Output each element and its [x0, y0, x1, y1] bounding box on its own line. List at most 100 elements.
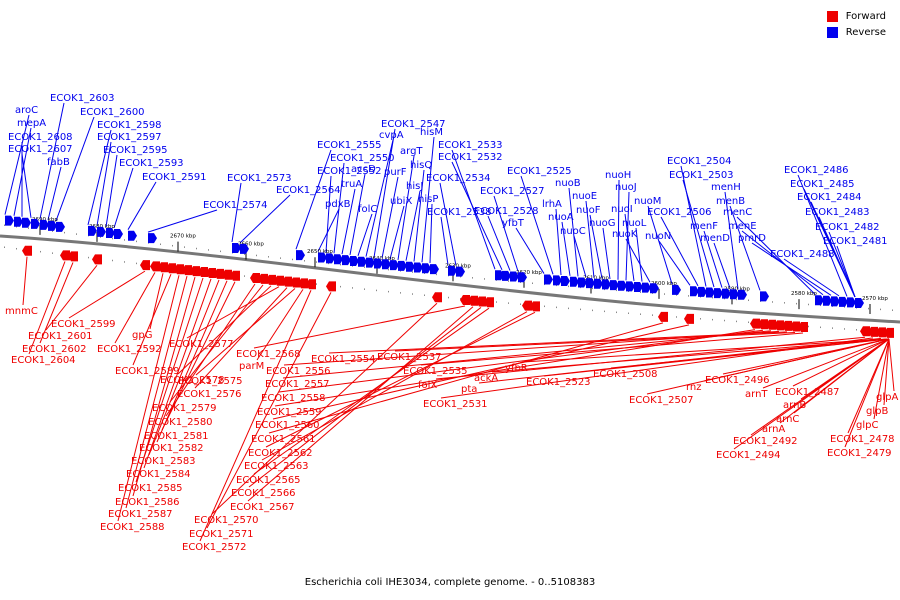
forward-leader-line	[491, 338, 890, 373]
minor-tick	[616, 311, 617, 314]
reverse-leader-line	[703, 230, 723, 288]
forward-gene-label: yfbR	[505, 363, 528, 374]
reverse-gene-label: ubiX	[390, 196, 412, 207]
minor-tick	[640, 291, 641, 293]
reverse-leader-line	[325, 175, 332, 253]
reverse-gene-label: ECOK1_2481	[823, 236, 888, 247]
reverse-gene-label: ECOK1_2532	[438, 152, 503, 163]
minor-tick	[508, 280, 509, 282]
reverse-gene-label: ECOK1_2593	[119, 158, 184, 169]
reverse-gene-label: fabB	[47, 157, 70, 168]
reverse-gene-label: hisP	[418, 194, 438, 205]
reverse-leader-line	[113, 167, 134, 229]
forward-gene-label: glpC	[856, 420, 878, 431]
reverse-gene-label: menD	[700, 233, 730, 244]
reverse-gene-label: nuoL	[622, 218, 647, 229]
forward-gene-arrow	[298, 278, 308, 289]
reverse-gene-arrow	[518, 272, 527, 283]
minor-tick	[448, 296, 449, 299]
forward-gene-arrow	[658, 311, 668, 322]
minor-tick	[772, 301, 773, 303]
legend-forward: Forward	[826, 8, 886, 24]
forward-gene-arrow	[766, 319, 776, 330]
reverse-leader-line	[105, 154, 118, 228]
reverse-leader-line	[682, 179, 715, 288]
reverse-leader-line	[373, 128, 396, 258]
forward-gene-arrow	[230, 270, 240, 281]
forward-gene-label: ECOK1_2587	[108, 509, 173, 520]
reverse-gene-arrow	[148, 233, 157, 244]
minor-tick	[316, 283, 317, 285]
forward-gene-arrow	[158, 262, 168, 273]
minor-tick	[880, 308, 881, 311]
forward-gene-label: folX	[418, 380, 437, 391]
minor-tick	[748, 321, 749, 324]
minor-tick	[736, 320, 737, 323]
scale-tick-label: 2580 kbp	[791, 291, 817, 297]
minor-tick	[100, 236, 101, 238]
forward-leader-line	[883, 338, 890, 406]
forward-gene-label: ECOK1_2496	[705, 375, 770, 386]
forward-leader-line	[420, 332, 804, 366]
forward-gene-arrow	[250, 273, 260, 284]
minor-tick	[124, 239, 125, 241]
reverse-gene-arrow	[326, 253, 335, 264]
forward-leader-line	[722, 338, 890, 375]
reverse-leader-line	[39, 102, 65, 220]
minor-tick	[808, 325, 809, 328]
reverse-gene-arrow	[847, 297, 856, 308]
minor-tick	[88, 256, 89, 259]
reverse-leader-line	[585, 200, 595, 278]
forward-gene-arrow	[214, 268, 224, 279]
forward-gene-arrow	[790, 321, 800, 332]
reverse-gene-label: ECOK1_2591	[142, 172, 207, 183]
reverse-gene-arrow	[422, 263, 431, 274]
forward-gene-arrow	[476, 296, 486, 307]
forward-gene-label: ECOK1_2576	[177, 389, 242, 400]
reverse-gene-label: ECOK1_2488	[770, 249, 835, 260]
minor-tick	[532, 282, 533, 285]
forward-gene-label: glpA	[876, 392, 898, 403]
minor-tick	[508, 302, 509, 304]
minor-tick	[544, 305, 545, 308]
reverse-gene-label: purF	[384, 167, 407, 178]
forward-gene-label: ECOK1_2601	[28, 331, 93, 342]
forward-gene-arrow	[282, 276, 292, 287]
reverse-gene-label: ECOK1_2598	[97, 120, 162, 131]
reverse-gene-label: mepA	[17, 118, 46, 129]
forward-gene-label: ECOK1_2562	[248, 448, 313, 459]
forward-gene-arrow	[174, 264, 184, 275]
minor-tick	[124, 261, 125, 263]
reverse-leader-line	[555, 208, 562, 276]
minor-tick	[736, 298, 737, 301]
scale-tick-label: 2660 kbp	[238, 242, 264, 248]
forward-gene-arrow	[758, 319, 768, 330]
reverse-gene-label: cvpA	[379, 130, 404, 141]
reverse-gene-label: pmrD	[738, 233, 766, 244]
reverse-gene-arrow	[40, 219, 49, 230]
forward-gene-label: ECOK1_2580	[148, 417, 213, 428]
reverse-gene-arrow	[374, 258, 383, 269]
reverse-gene-arrow	[672, 284, 681, 295]
forward-gene-arrow	[876, 327, 886, 338]
forward-leader-line	[68, 270, 146, 319]
reverse-gene-arrow	[334, 254, 343, 265]
reverse-swatch	[826, 26, 838, 38]
reverse-leader-line	[451, 161, 503, 271]
minor-tick	[412, 271, 413, 273]
forward-gene-label: ECOK1_2589	[115, 366, 180, 377]
reverse-gene-label: ECOK1_2607	[8, 144, 73, 155]
forward-gene-label: ECOK1_2588	[100, 522, 165, 533]
reverse-leader-line	[21, 153, 32, 218]
reverse-leader-line	[658, 240, 691, 286]
scale-tick-label: 2670 kbp	[170, 234, 196, 240]
reverse-gene-label: nuoM	[634, 196, 661, 207]
forward-leader-line	[328, 331, 788, 354]
legend: Forward Reverse	[826, 8, 886, 40]
minor-tick	[436, 273, 437, 276]
forward-gene-arrow	[432, 292, 442, 303]
minor-tick	[220, 250, 221, 253]
forward-gene-label: ECOK1_2584	[126, 469, 191, 480]
forward-gene-arrow	[884, 327, 894, 338]
forward-gene-label: arnT	[745, 389, 768, 400]
